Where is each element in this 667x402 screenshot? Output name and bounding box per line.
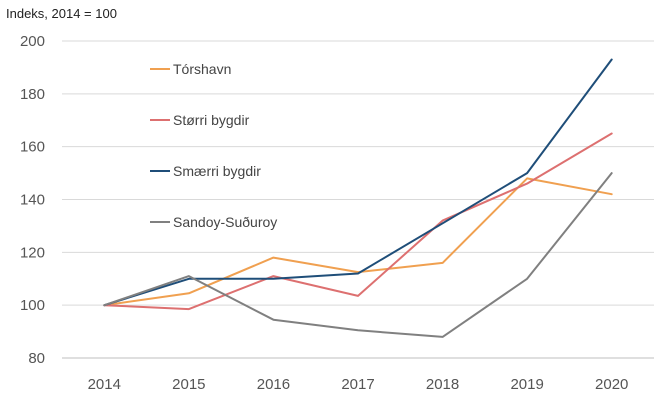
y-tick-label: 140	[20, 192, 45, 209]
series-line	[103, 132, 613, 311]
x-tick-label: 2018	[426, 376, 459, 393]
y-tick-label: 80	[28, 350, 45, 367]
y-tick-label: 200	[20, 33, 45, 50]
x-tick-label: 2014	[88, 376, 121, 393]
series-lines	[103, 58, 613, 338]
x-tick-label: 2019	[510, 376, 543, 393]
legend-item: Størri bygdir	[150, 112, 250, 128]
legend-label: Sandoy-Suðuroy	[173, 214, 277, 230]
legend-label: Størri bygdir	[173, 112, 250, 128]
legend-label: Smærri bygdir	[173, 163, 261, 179]
y-tick-label: 100	[20, 297, 45, 314]
x-tick-label: 2016	[257, 376, 290, 393]
y-tick-label: 160	[20, 139, 45, 156]
x-tick-label: 2017	[341, 376, 374, 393]
legend-item: Tórshavn	[150, 61, 231, 77]
legend-item: Sandoy-Suðuroy	[150, 214, 277, 230]
y-tick-label: 180	[20, 86, 45, 103]
series-line	[103, 58, 613, 307]
legend-label: Tórshavn	[173, 61, 231, 77]
y-tick-labels: 80 100 120 140 160 180 200	[20, 33, 45, 367]
x-tick-label: 2020	[595, 376, 628, 393]
legend-item: Smærri bygdir	[150, 163, 261, 179]
series-line	[103, 177, 613, 307]
x-tick-labels: 2014 2015 2016 2017 2018 2019 2020	[88, 376, 629, 393]
y-axis-title: Indeks, 2014 = 100	[6, 6, 117, 21]
grid-lines	[62, 40, 654, 359]
y-tick-label: 120	[20, 244, 45, 261]
legend: Tórshavn Størri bygdir Smærri bygdir Sandoy…	[150, 61, 277, 230]
series-line	[103, 172, 613, 338]
x-tick-label: 2015	[172, 376, 205, 393]
